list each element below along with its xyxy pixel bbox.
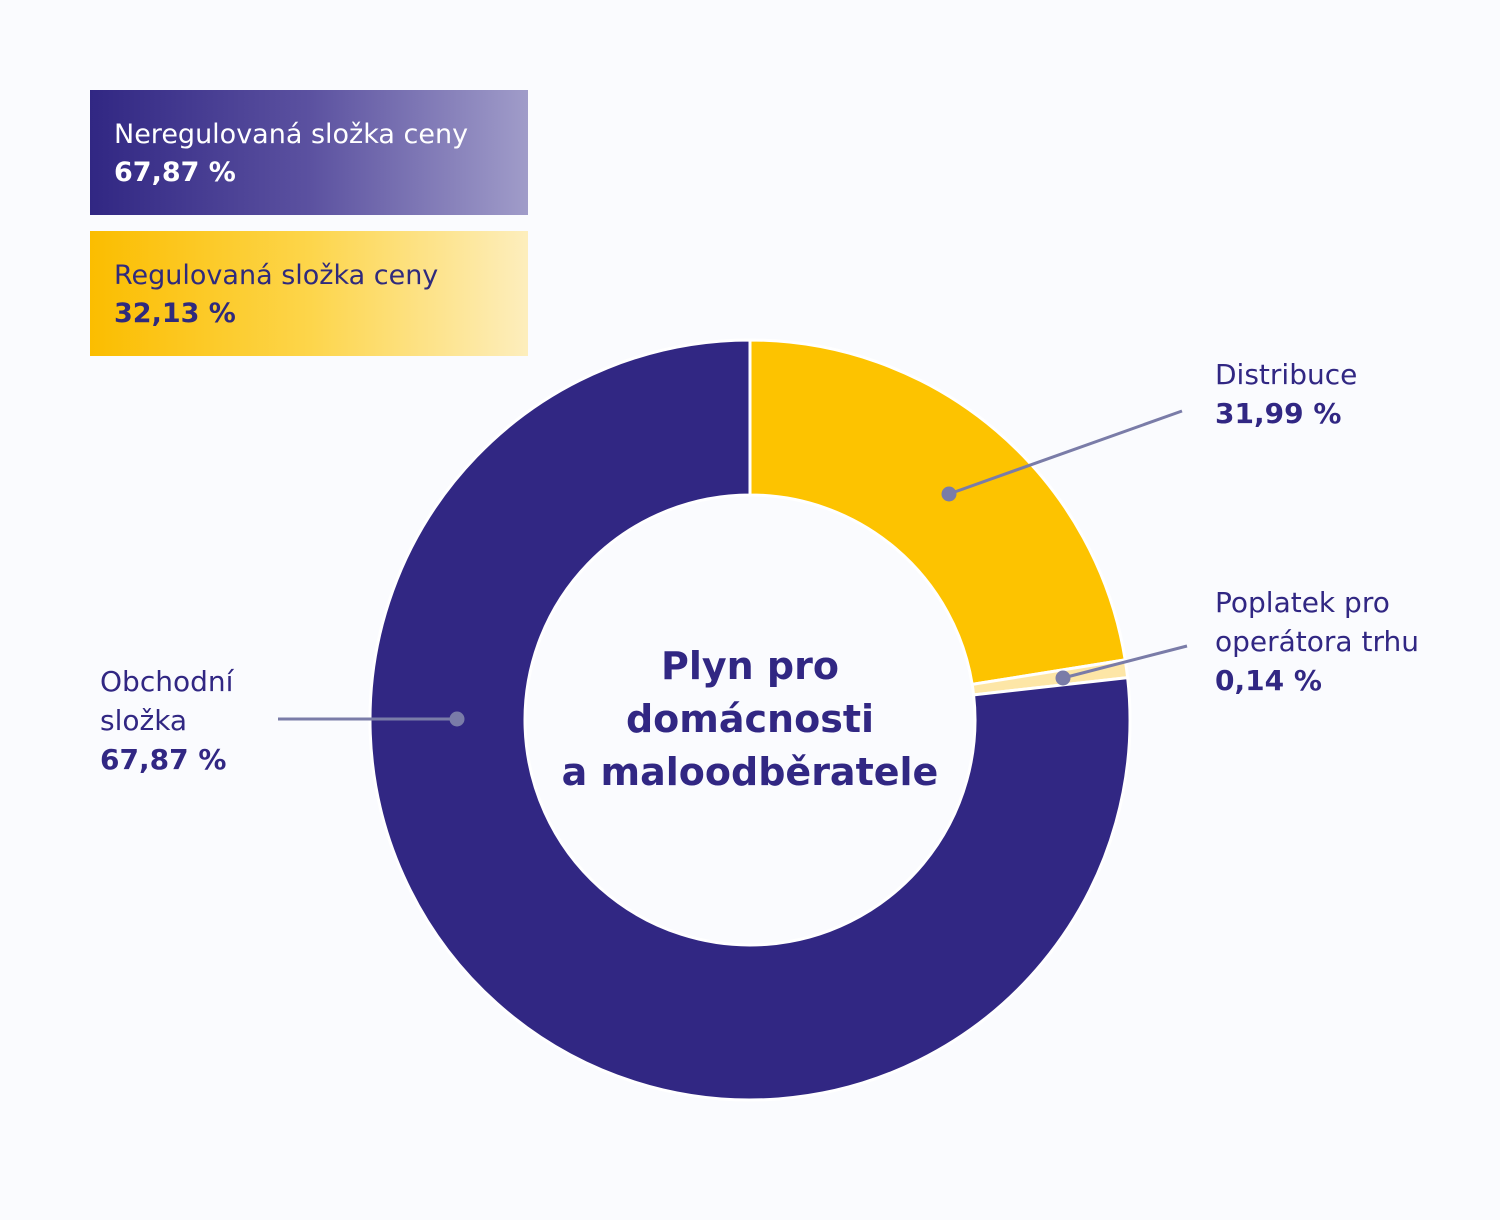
leader-dot (941, 486, 957, 502)
slice-name: Poplatek pro (1215, 586, 1390, 619)
slice-value: 67,87 % (100, 743, 227, 776)
slice-name: operátora trhu (1215, 625, 1419, 658)
legend-value: 32,13 % (114, 298, 236, 329)
title-line: a maloodběratele (561, 750, 939, 794)
leader-line (948, 409, 1183, 496)
leader-dot (449, 711, 465, 727)
legend-label: Neregulovaná složka ceny (114, 119, 469, 150)
label-obchodni: Obchodní složka 67,87 % (100, 662, 233, 779)
slice-name: složka (100, 704, 188, 737)
label-distribuce: Distribuce 31,99 % (1215, 355, 1357, 433)
slice-name: Obchodní (100, 665, 234, 698)
legend-value: 67,87 % (114, 157, 236, 188)
title-line: Plyn pro (661, 644, 839, 688)
slice-value: 0,14 % (1215, 664, 1322, 697)
label-poplatek: Poplatek pro operátora trhu 0,14 % (1215, 583, 1419, 700)
chart-title: Plyn pro domácnosti a maloodběratele (525, 640, 975, 799)
legend-regulated: Regulovaná složka ceny 32,13 % (90, 231, 528, 356)
slice-name: Distribuce (1215, 358, 1358, 391)
legend-unregulated: Neregulovaná složka ceny 67,87 % (90, 90, 528, 215)
leader-line (1062, 644, 1188, 680)
slice-value: 31,99 % (1215, 397, 1342, 430)
slice-obchodni (368, 338, 1132, 1102)
leader-dot (1055, 670, 1071, 686)
title-line: domácnosti (625, 697, 875, 741)
slice-distribuce (748, 338, 1127, 687)
legend-label: Regulovaná složka ceny (114, 260, 439, 291)
